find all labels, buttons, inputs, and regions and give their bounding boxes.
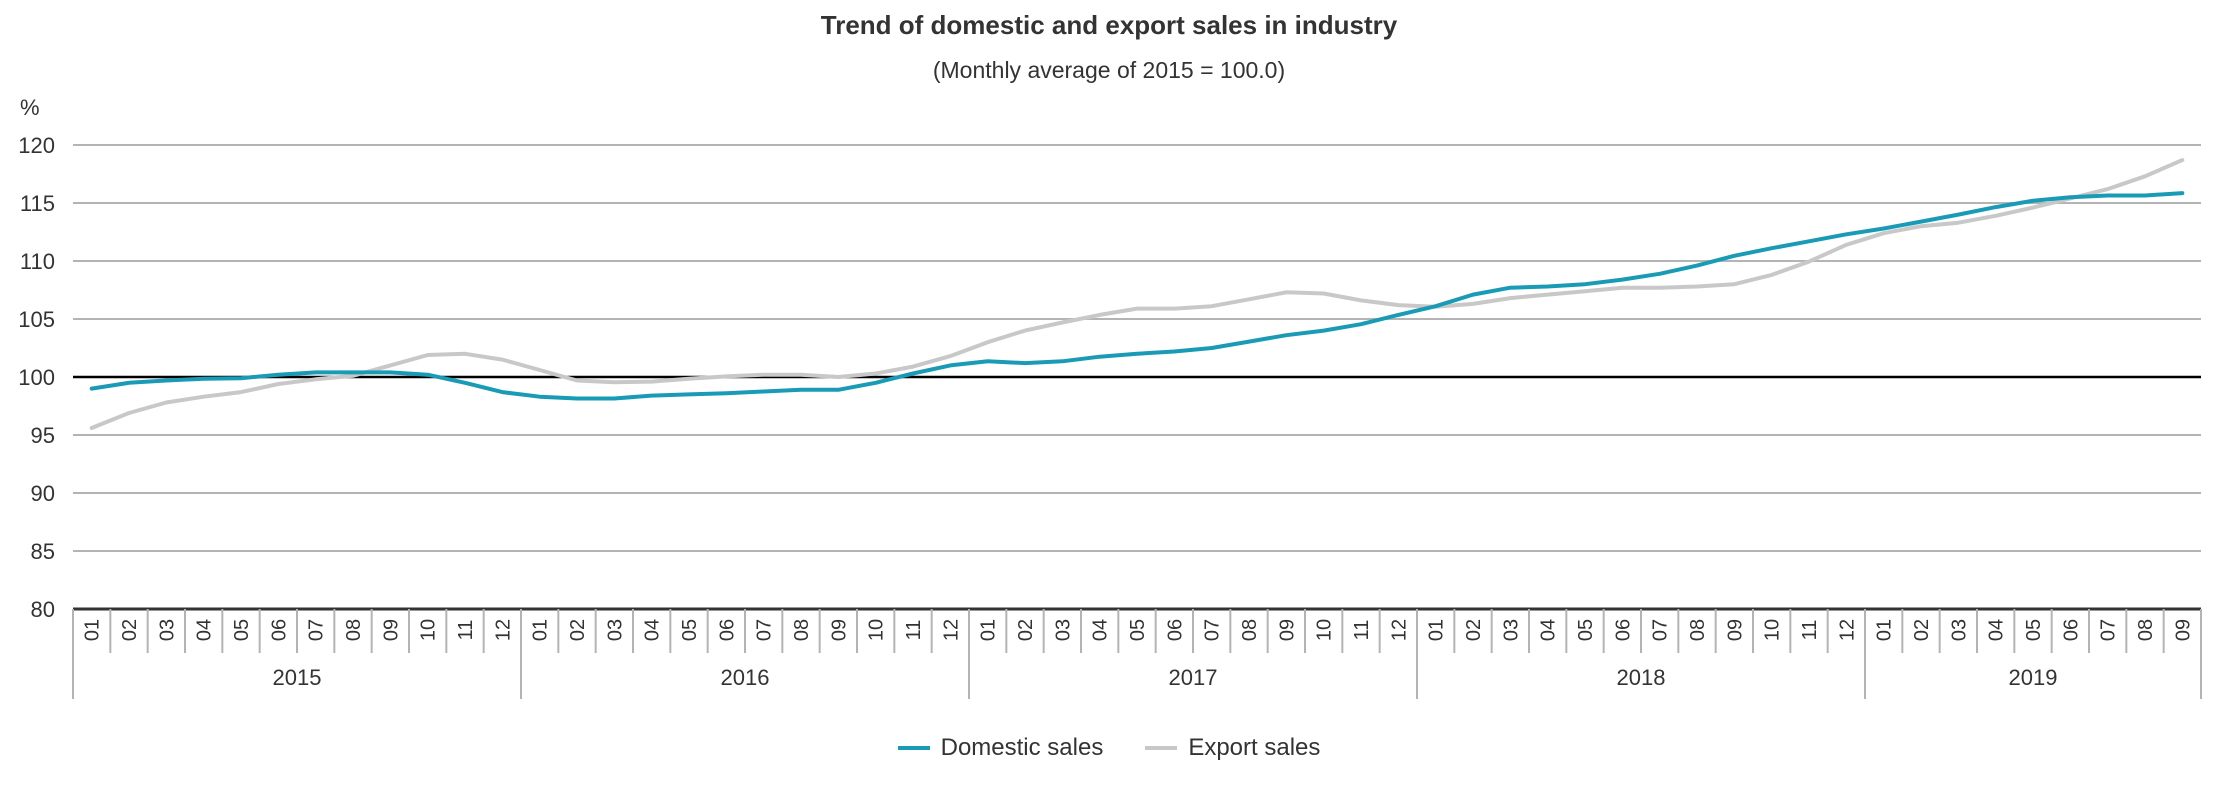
x-tick-label-month: 08: [2135, 619, 2157, 641]
x-tick-label-month: 02: [1463, 619, 1485, 641]
x-tick-label-month: 07: [1202, 619, 1224, 641]
x-tick-label-month: 09: [1724, 619, 1746, 641]
x-tick-label-month: 11: [903, 620, 925, 641]
legend-item-export-sales[interactable]: Export sales: [1145, 734, 1320, 762]
x-tick-label-month: 03: [1052, 619, 1074, 641]
x-tick-label-month: 08: [1239, 619, 1261, 641]
y-tick-label: 80: [31, 597, 55, 622]
x-tick-label-month: 03: [1948, 619, 1970, 641]
x-tick-label-month: 02: [119, 619, 141, 641]
x-tick-label-month: 06: [1164, 619, 1186, 641]
x-tick-label-month: 06: [268, 619, 290, 641]
x-tick-label-month: 01: [530, 619, 552, 641]
x-tick-label-year: 2015: [273, 665, 322, 690]
x-tick-label-month: 10: [1314, 619, 1336, 641]
x-tick-label-month: 02: [1015, 619, 1037, 641]
legend-item-domestic-sales[interactable]: Domestic sales: [897, 734, 1104, 762]
x-tick-label-month: 10: [866, 619, 888, 641]
x-tick-label-month: 12: [492, 619, 514, 641]
series-line-export-sales: [89, 158, 2185, 430]
legend-label-export: Export sales: [1188, 734, 1321, 761]
y-axis-unit-label: %: [20, 95, 40, 120]
y-tick-label: 95: [31, 423, 55, 448]
x-tick-label-month: 08: [1687, 619, 1709, 641]
x-tick-label-month: 06: [2060, 619, 2082, 641]
y-tick-label: 90: [31, 481, 55, 506]
x-tick-label-month: 12: [1836, 619, 1858, 641]
x-tick-label-month: 04: [194, 619, 216, 641]
series-line-domestic-sales: [89, 191, 2185, 401]
y-tick-label: 100: [18, 365, 55, 390]
x-tick-label-month: 04: [1986, 619, 2008, 641]
x-tick-label-month: 02: [1911, 619, 1933, 641]
x-tick-label-month: 08: [343, 619, 365, 641]
x-tick-label-month: 05: [1127, 619, 1149, 641]
x-tick-label-month: 09: [2172, 619, 2194, 641]
x-tick-label-month: 01: [1874, 619, 1896, 641]
y-axis-tick-labels: 80 85 90 95 100 105 110 115 120: [18, 133, 55, 622]
legend-swatch-export: [1145, 746, 1178, 750]
x-tick-label-month: 08: [791, 619, 813, 641]
x-tick-label-month: 03: [1500, 619, 1522, 641]
x-tick-label-month: 09: [380, 619, 402, 641]
x-tick-label-month: 05: [2023, 619, 2045, 641]
x-tick-label-year: 2016: [721, 665, 770, 690]
x-tick-label-month: 09: [828, 619, 850, 641]
x-tick-label-month: 10: [418, 619, 440, 641]
series-lines: [89, 158, 2185, 430]
x-tick-label-month: 11: [455, 620, 477, 641]
x-tick-label-month: 05: [679, 619, 701, 641]
x-tick-label-year: 2018: [1617, 665, 1666, 690]
y-tick-label: 110: [20, 249, 55, 274]
x-tick-label-year: 2019: [2009, 665, 2058, 690]
x-tick-label-month: 12: [1388, 619, 1410, 641]
x-tick-label-month: 05: [231, 619, 253, 641]
x-axis: 01 02 03 04 05 06 07 08 09 10 11 12 01 02 03 04 05 06 07 08…: [72, 607, 2202, 699]
y-tick-label: 120: [18, 133, 55, 158]
x-tick-label-year: 2017: [1169, 665, 1218, 690]
x-tick-label-month: 06: [716, 619, 738, 641]
x-tick-label-month: 12: [940, 619, 962, 641]
x-tick-label-month: 06: [1612, 619, 1634, 641]
x-tick-label-month: 03: [604, 619, 626, 641]
x-tick-label-month: 05: [1575, 619, 1597, 641]
gridlines: [73, 144, 2201, 552]
legend-label-domestic: Domestic sales: [940, 734, 1104, 761]
x-tick-label-month: 04: [1090, 619, 1112, 641]
x-tick-label-month: 01: [978, 619, 1000, 641]
x-tick-label-month: 01: [82, 619, 104, 641]
x-tick-label-month: 11: [1799, 620, 1821, 641]
x-tick-label-month: 10: [1762, 619, 1784, 641]
y-tick-label: 105: [18, 307, 55, 332]
x-tick-label-month: 07: [306, 619, 328, 641]
legend: Domestic sales Export sales: [0, 734, 2218, 762]
x-tick-label-month: 03: [156, 619, 178, 641]
chart-subtitle: (Monthly average of 2015 = 100.0): [932, 57, 1286, 83]
x-tick-label-month: 07: [1650, 619, 1672, 641]
x-tick-label-month: 07: [754, 619, 776, 641]
chart-title: Trend of domestic and export sales in in…: [820, 10, 1398, 40]
x-tick-label-month: 02: [567, 619, 589, 641]
x-tick-label-month: 11: [1351, 620, 1373, 641]
x-tick-label-month: 04: [1538, 619, 1560, 641]
x-tick-label-month: 07: [2098, 619, 2120, 641]
legend-swatch-domestic: [897, 746, 930, 750]
x-tick-label-month: 04: [642, 619, 664, 641]
x-tick-label-month: 09: [1276, 619, 1298, 641]
x-tick-label-month: 01: [1426, 619, 1448, 641]
y-tick-label: 85: [31, 539, 55, 564]
y-tick-label: 115: [20, 191, 55, 216]
